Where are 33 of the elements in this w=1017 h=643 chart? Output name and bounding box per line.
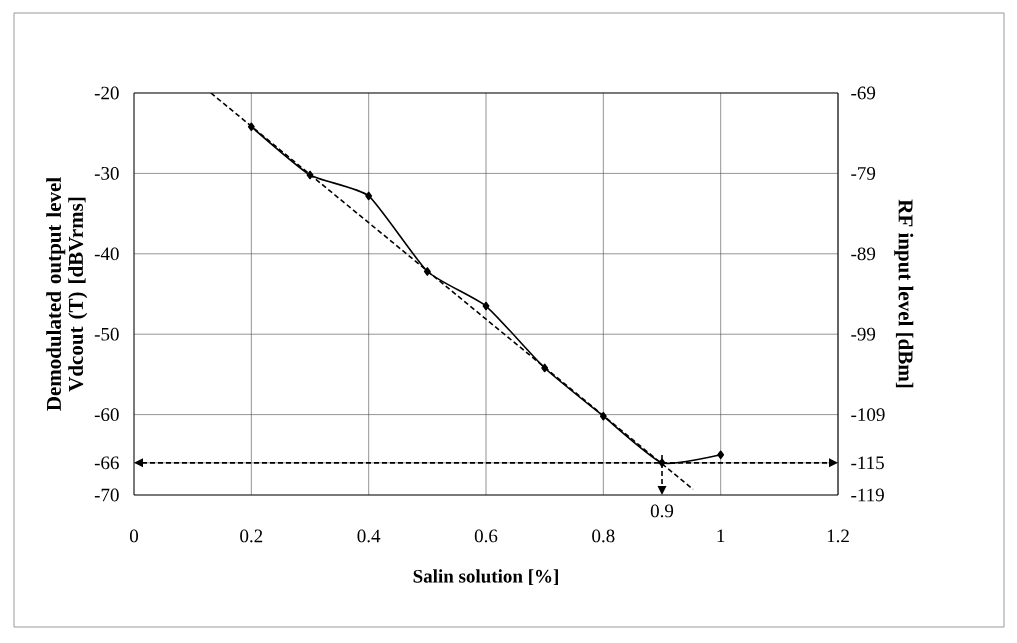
point bbox=[599, 411, 607, 421]
y2-tick-label: -109 bbox=[851, 408, 885, 422]
point bbox=[365, 191, 373, 201]
y2-tick-label: -99 bbox=[851, 327, 876, 341]
y-tick-label: -60 bbox=[94, 408, 119, 422]
x-tick-label: 0.4 bbox=[357, 529, 381, 543]
y-tick-label: -70 bbox=[94, 488, 119, 502]
y2-tick-label: -115 bbox=[851, 456, 884, 470]
y-tick-label: -66 bbox=[94, 456, 119, 470]
x-tick-label: 1.2 bbox=[827, 529, 849, 543]
point bbox=[423, 267, 431, 276]
point bbox=[247, 122, 255, 132]
y2-tick-label: -79 bbox=[851, 167, 876, 180]
y2-axis-title: RF input level [dBm] bbox=[894, 199, 914, 388]
point bbox=[717, 450, 725, 460]
y-axis-title: Demodulated output level Vdcout (T) [dBVrms] bbox=[46, 177, 88, 411]
y-tick-label: -40 bbox=[94, 247, 119, 261]
y-tick-label: -30 bbox=[94, 166, 119, 180]
y2-tick-label: -89 bbox=[851, 247, 876, 261]
x-tick-label: 0.6 bbox=[474, 529, 498, 543]
y-tick-label: -20 bbox=[94, 86, 119, 100]
y-tick-label: -50 bbox=[94, 327, 119, 341]
x-tick-label: 0.8 bbox=[592, 529, 615, 543]
point bbox=[306, 170, 314, 180]
ref-line-label: 0.9 bbox=[650, 504, 674, 518]
point bbox=[482, 301, 490, 311]
x-tick-label: 1 bbox=[717, 529, 725, 543]
x-tick-label: 0.2 bbox=[240, 529, 263, 543]
y2-tick-label: -69 bbox=[851, 86, 876, 100]
y2-tick-label: -119 bbox=[851, 488, 884, 502]
x-axis-title: Salin solution [%] bbox=[413, 569, 558, 586]
x-tick-label: 0 bbox=[129, 529, 139, 543]
point bbox=[541, 363, 549, 373]
